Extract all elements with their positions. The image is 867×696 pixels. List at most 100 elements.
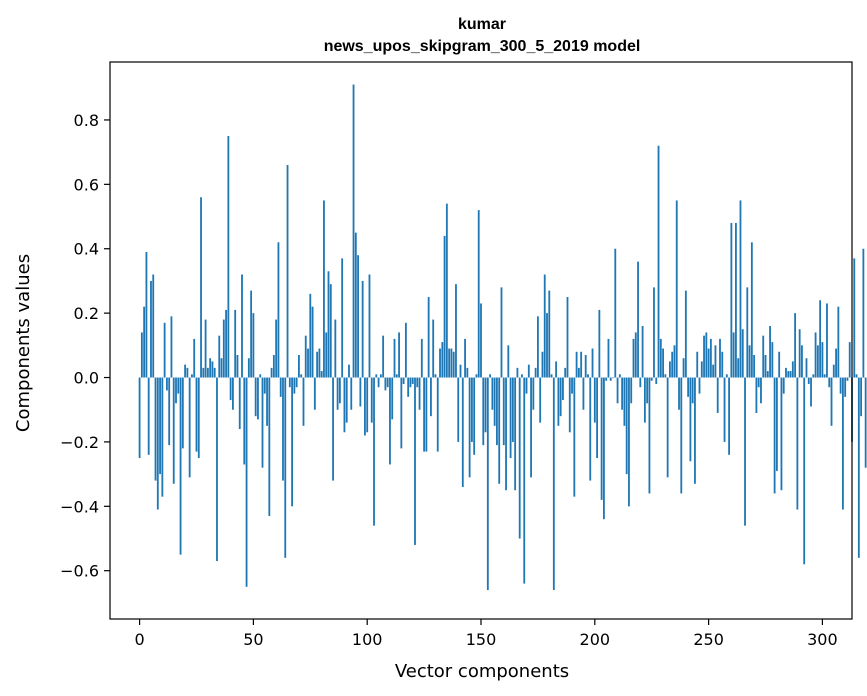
bar-271 (755, 377, 758, 413)
bar-97 (359, 377, 362, 407)
bar-205 (605, 377, 608, 381)
bar-259 (728, 377, 730, 455)
bar-121 (414, 377, 416, 545)
bar-229 (659, 338, 662, 378)
bar-160 (502, 377, 505, 446)
bar-166 (516, 367, 519, 378)
bar-302 (826, 303, 828, 378)
bar-214 (625, 377, 628, 475)
bar-221 (641, 326, 644, 378)
bar-112 (393, 338, 396, 378)
x-tick-label: 0 (134, 630, 144, 649)
bar-series (138, 84, 867, 591)
bar-62 (279, 377, 282, 397)
bar-296 (812, 374, 815, 378)
bar-184 (557, 377, 560, 426)
bar-38 (225, 309, 227, 378)
bar-222 (643, 377, 646, 423)
bar-264 (739, 200, 742, 378)
bar-280 (775, 377, 778, 471)
bar-261 (732, 332, 735, 378)
bar-209 (614, 248, 617, 378)
bar-268 (748, 345, 751, 378)
y-tick-label: 0.6 (74, 175, 99, 194)
bar-122 (416, 377, 419, 388)
bar-232 (666, 377, 669, 478)
bar-218 (634, 332, 637, 378)
bar-109 (386, 377, 389, 388)
bar-279 (773, 377, 776, 494)
bar-32 (211, 361, 214, 378)
bar-228 (657, 145, 660, 378)
bar-132 (439, 348, 441, 378)
bar-317 (860, 377, 863, 417)
bar-130 (434, 374, 437, 378)
bar-30 (206, 367, 209, 378)
bar-35 (218, 335, 221, 378)
bar-242 (689, 377, 692, 462)
bar-262 (735, 222, 737, 378)
bar-187 (564, 367, 567, 378)
bar-208 (612, 377, 614, 379)
bar-223 (646, 377, 649, 404)
bar-210 (616, 377, 619, 404)
bar-127 (427, 297, 430, 378)
bar-56 (266, 377, 268, 426)
bar-260 (730, 222, 733, 378)
bar-230 (662, 348, 664, 378)
bar-36 (220, 358, 223, 378)
bar-74 (307, 348, 309, 378)
bar-124 (420, 338, 423, 378)
bar-141 (459, 364, 462, 378)
bar-278 (771, 342, 774, 378)
x-tick-label: 100 (352, 630, 383, 649)
bar-134 (443, 235, 446, 378)
bar-216 (630, 377, 633, 404)
bar-0 (138, 377, 141, 459)
bar-194 (580, 351, 583, 378)
bar-198 (589, 377, 592, 481)
bar-69 (295, 377, 298, 388)
bar-6 (152, 274, 155, 378)
bar-287 (791, 361, 794, 378)
bar-253 (714, 345, 717, 378)
bar-211 (618, 374, 621, 378)
bar-219 (637, 261, 639, 378)
bar-89 (341, 258, 344, 378)
bar-281 (778, 351, 781, 378)
bar-25 (195, 377, 198, 452)
bar-288 (794, 313, 797, 378)
bar-200 (593, 377, 596, 423)
bar-305 (832, 364, 835, 378)
bar-249 (705, 332, 708, 378)
bar-283 (782, 377, 785, 394)
bar-85 (332, 377, 334, 481)
x-tick-label: 150 (466, 630, 497, 649)
bar-233 (669, 361, 671, 378)
bar-95 (354, 232, 357, 378)
bar-77 (313, 377, 316, 410)
y-tick-label: −0.4 (60, 497, 99, 516)
bar-102 (370, 377, 373, 423)
bar-18 (179, 377, 182, 555)
bar-201 (596, 377, 598, 459)
bar-236 (675, 200, 678, 378)
bar-270 (753, 354, 756, 378)
bar-277 (769, 326, 771, 378)
bar-118 (407, 377, 410, 397)
bar-106 (379, 374, 382, 378)
bar-104 (375, 374, 378, 378)
bar-168 (521, 374, 523, 378)
bar-159 (500, 287, 503, 378)
bar-54 (261, 377, 264, 468)
bar-234 (671, 351, 674, 378)
bar-282 (780, 377, 783, 491)
bar-145 (468, 377, 471, 478)
bar-41 (232, 377, 234, 410)
bar-202 (598, 309, 601, 378)
bar-285 (787, 371, 790, 378)
bar-226 (653, 287, 655, 378)
bar-103 (373, 377, 375, 526)
bar-245 (696, 351, 699, 378)
bar-195 (582, 377, 585, 410)
